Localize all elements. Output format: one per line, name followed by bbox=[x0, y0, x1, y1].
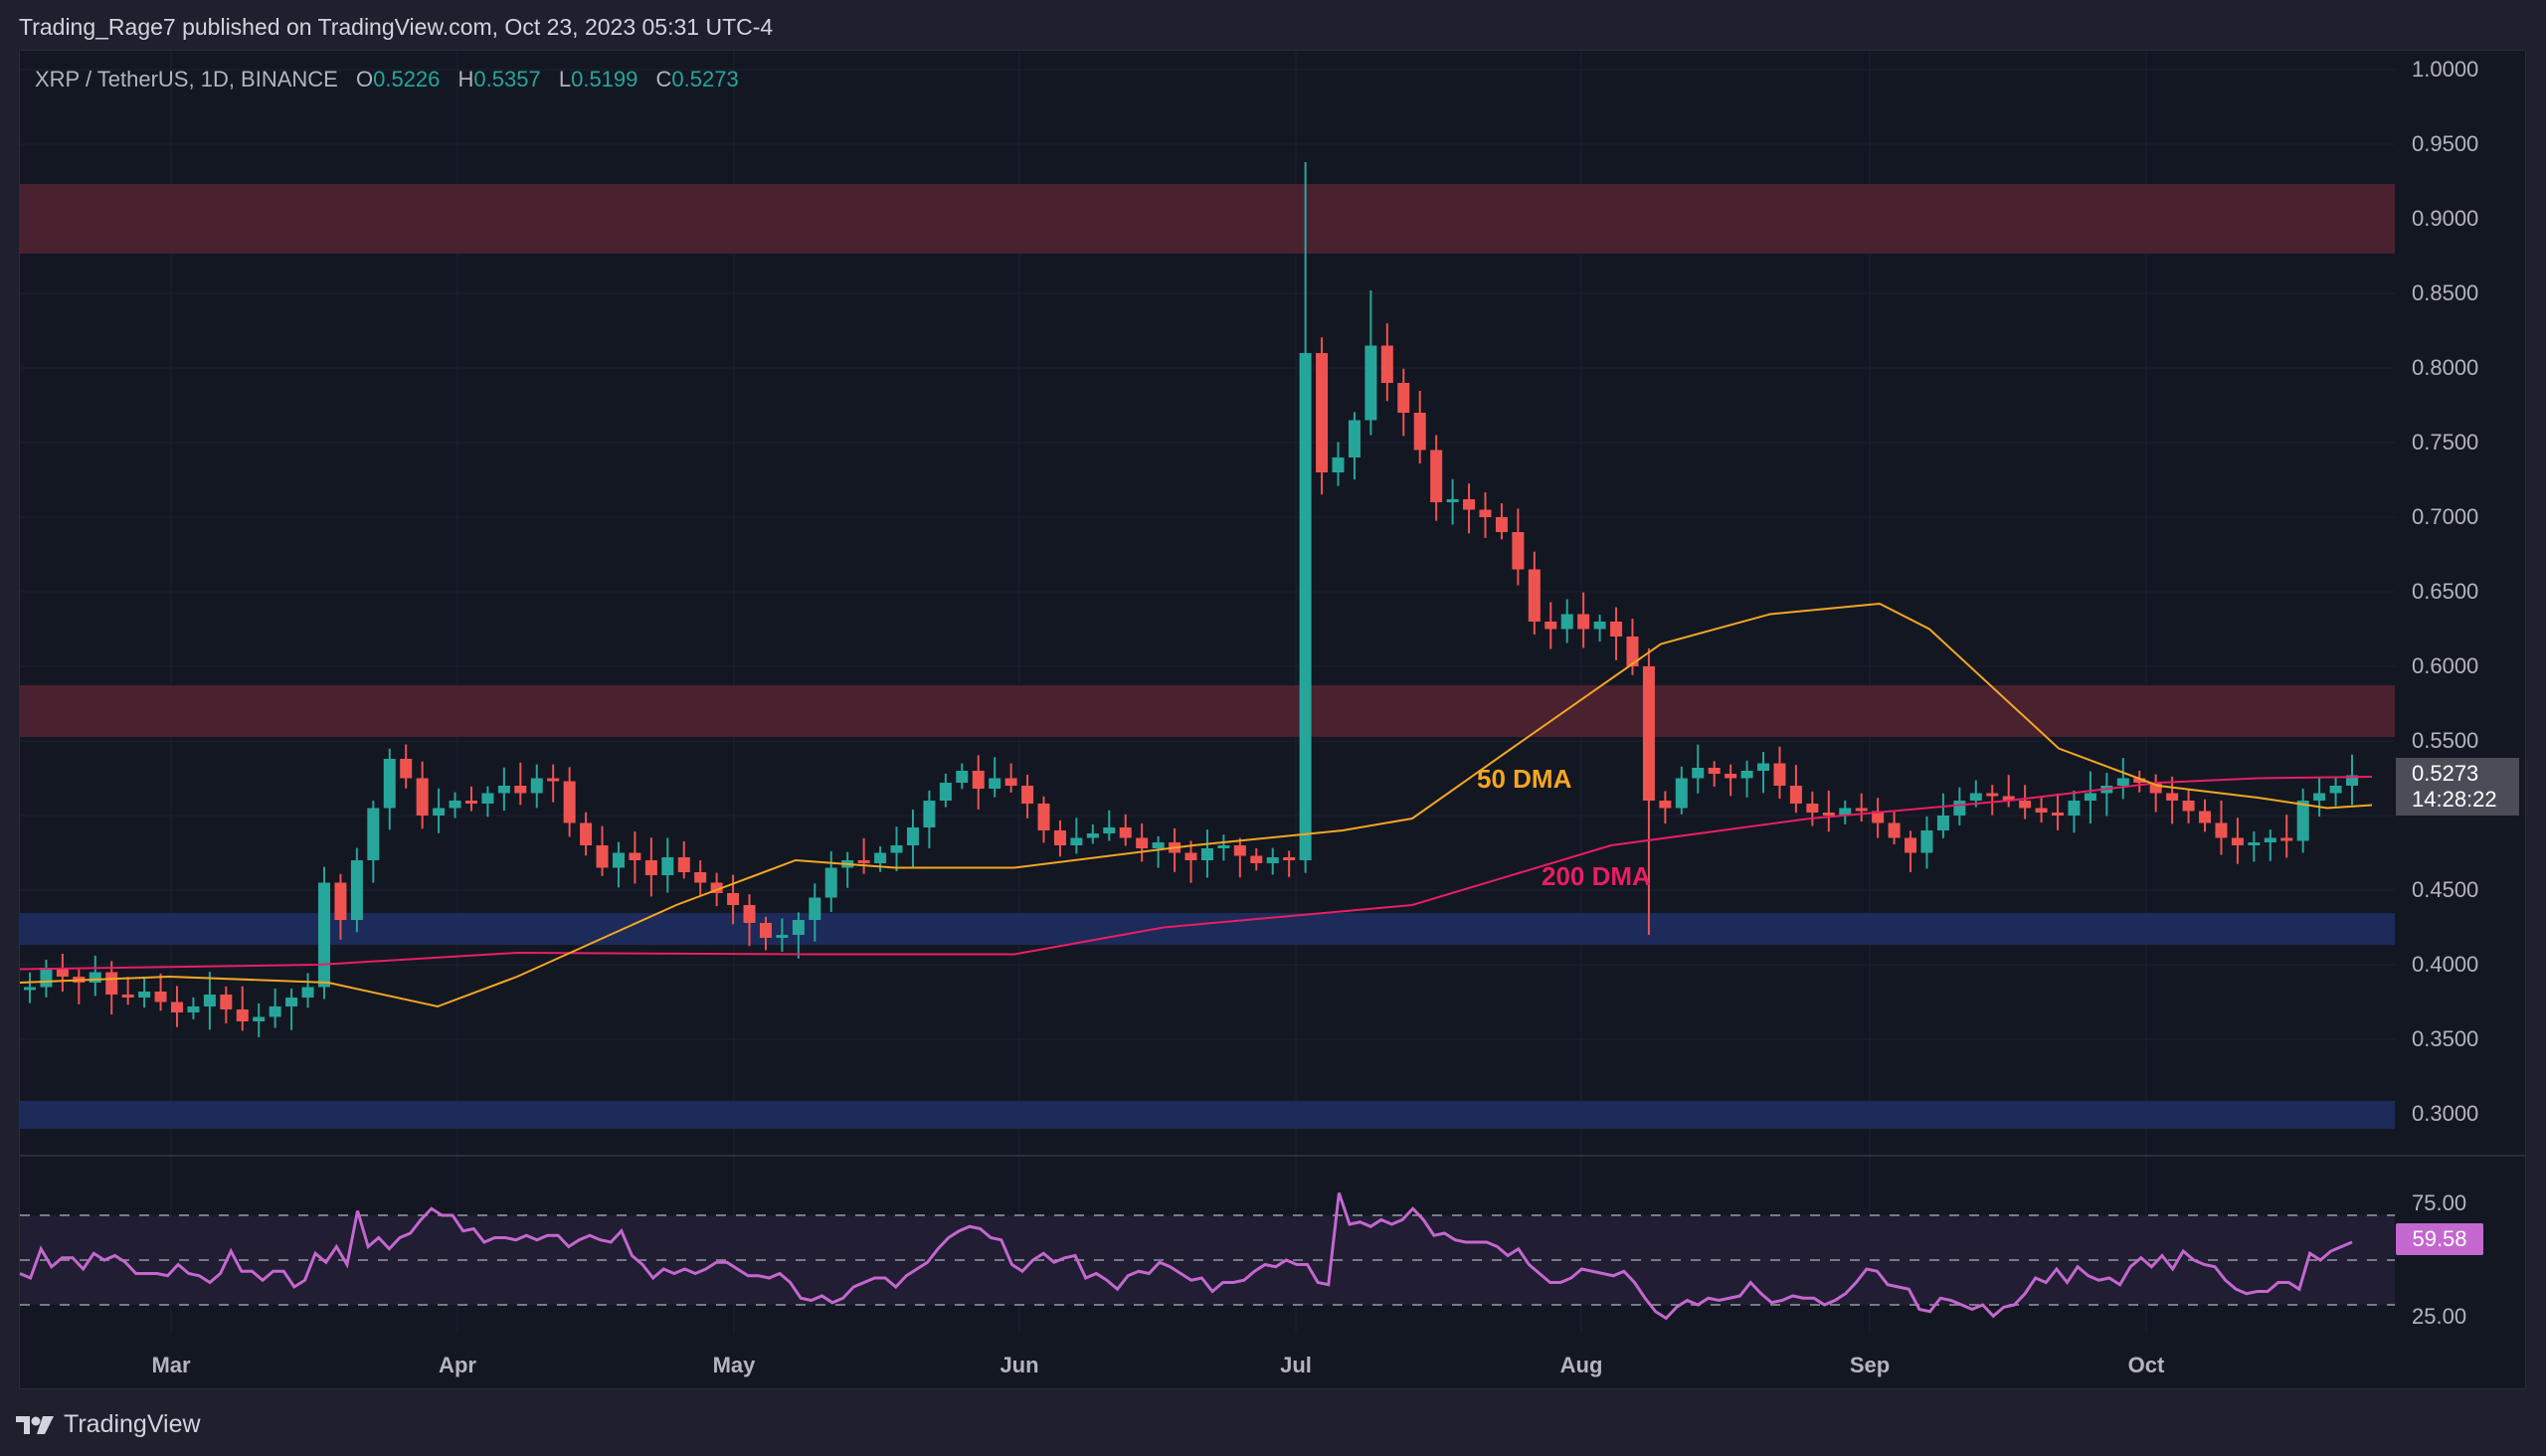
rsi-axis-25: 25.00 bbox=[2412, 1304, 2467, 1329]
price-tick: 0.6500 bbox=[2412, 579, 2479, 604]
symbol-name: XRP / TetherUS, 1D, BINANCE bbox=[35, 67, 338, 91]
tradingview-branding[interactable]: TradingView bbox=[16, 1410, 201, 1439]
price-tick: 0.6000 bbox=[2412, 653, 2479, 678]
support-zone bbox=[20, 912, 2395, 946]
ma200-label: 200 DMA bbox=[1542, 861, 1651, 891]
last-price-badge: 0.5273 14:28:22 bbox=[2396, 758, 2519, 816]
price-tick: 0.5500 bbox=[2412, 728, 2479, 753]
low-value: 0.5199 bbox=[571, 67, 638, 91]
month-tick: Jun bbox=[1000, 1353, 1039, 1377]
month-tick: Mar bbox=[151, 1353, 191, 1377]
close-value: 0.5273 bbox=[671, 67, 739, 91]
bar-countdown: 14:28:22 bbox=[2412, 787, 2497, 812]
price-tick: 1.0000 bbox=[2412, 57, 2479, 82]
month-tick: Jul bbox=[1280, 1353, 1312, 1377]
open-value: 0.5226 bbox=[373, 67, 441, 91]
price-tick: 0.9500 bbox=[2412, 131, 2479, 156]
price-tick: 0.3500 bbox=[2412, 1026, 2479, 1051]
support-zone bbox=[20, 1100, 2395, 1129]
price-tick: 0.8500 bbox=[2412, 280, 2479, 305]
rsi-line bbox=[19, 1192, 2353, 1321]
price-tick: 0.9000 bbox=[2412, 206, 2479, 231]
ma200-line bbox=[19, 776, 2373, 971]
last-price-value: 0.5273 bbox=[2412, 761, 2479, 786]
price-tick: 0.3000 bbox=[2412, 1101, 2479, 1126]
tradingview-wordmark: TradingView bbox=[64, 1410, 201, 1438]
price-tick: 0.4000 bbox=[2412, 952, 2479, 977]
month-tick: Aug bbox=[1559, 1353, 1603, 1377]
symbol-legend: XRP / TetherUS, 1D, BINANCE O0.5226 H0.5… bbox=[35, 67, 739, 91]
price-tick: 0.7000 bbox=[2412, 504, 2479, 529]
month-tick: Sep bbox=[1849, 1353, 1891, 1377]
high-value: 0.5357 bbox=[473, 67, 541, 91]
resistance-zone bbox=[20, 184, 2395, 254]
month-tick: Oct bbox=[2127, 1353, 2165, 1377]
ma50-line bbox=[19, 602, 2373, 1008]
ma50-label: 50 DMA bbox=[1477, 764, 1572, 794]
month-tick: May bbox=[712, 1353, 756, 1377]
price-tick: 0.7500 bbox=[2412, 430, 2479, 455]
tradingview-logo-icon bbox=[16, 1414, 56, 1436]
rsi-value-badge: 59.58 bbox=[2396, 1223, 2483, 1255]
publish-info: Trading_Rage7 published on TradingView.c… bbox=[19, 14, 774, 40]
month-tick: Apr bbox=[439, 1353, 476, 1377]
rsi-axis-75: 75.00 bbox=[2412, 1190, 2467, 1215]
price-tick: 0.8000 bbox=[2412, 355, 2479, 380]
price-tick: 0.4500 bbox=[2412, 877, 2479, 902]
